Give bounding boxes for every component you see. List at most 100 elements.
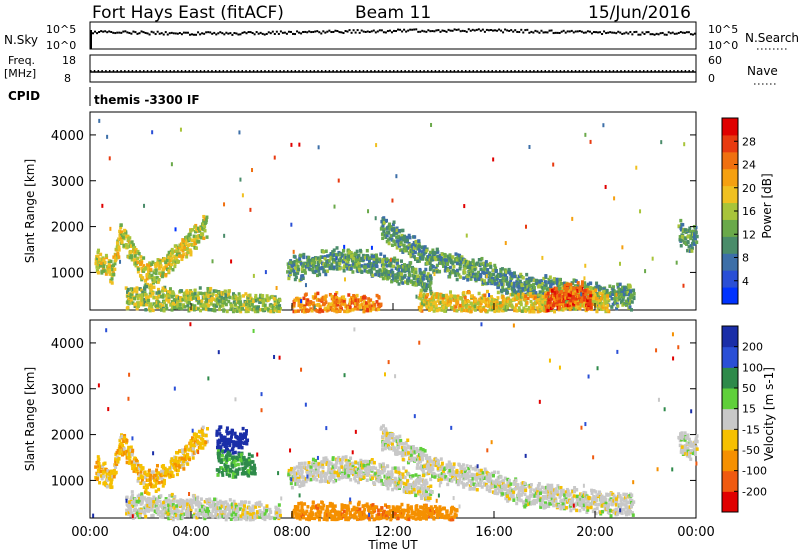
echo-cell — [182, 239, 186, 243]
echo-cell — [407, 275, 411, 280]
noise-cell — [343, 244, 346, 249]
echo-cell — [185, 255, 189, 259]
echo-cell — [209, 302, 213, 306]
nave-point — [400, 70, 403, 72]
echo-cell — [311, 268, 315, 272]
echo-cell — [137, 498, 141, 502]
echo-cell — [169, 254, 173, 258]
echo-cell — [611, 292, 615, 297]
echo-cell — [397, 282, 401, 286]
nave-point — [514, 70, 516, 72]
echo-cell — [146, 496, 150, 501]
echo-cell — [446, 295, 450, 299]
noise-cell — [230, 259, 233, 264]
echo-cell — [390, 237, 394, 242]
echo-cell — [129, 448, 133, 453]
echo-cell — [585, 307, 589, 311]
echo-cell — [109, 480, 113, 485]
echo-cell — [204, 433, 208, 438]
echo-cell — [308, 267, 312, 272]
echo-cell — [377, 296, 381, 300]
echo-cell — [543, 286, 547, 290]
nave-point — [684, 70, 687, 72]
echo-cell — [126, 244, 130, 248]
echo-cell — [681, 222, 685, 227]
echo-cell — [176, 451, 180, 455]
echo-cell — [167, 250, 171, 255]
echo-cell — [392, 259, 396, 263]
nave-point — [199, 70, 202, 72]
echo-cell — [369, 298, 373, 302]
echo-cell — [152, 270, 156, 275]
nsky-point — [100, 30, 103, 33]
echo-cell — [122, 435, 126, 440]
echo-cell — [276, 309, 280, 313]
echo-cell — [202, 214, 206, 219]
echo-cell — [622, 292, 626, 297]
noise-cell — [584, 132, 587, 137]
noise-cell — [275, 285, 278, 290]
echo-cell — [680, 234, 684, 239]
echo-cell — [524, 303, 528, 308]
echo-cell — [129, 298, 133, 303]
echo-cell — [171, 291, 175, 296]
nsky-point — [243, 31, 246, 34]
echo-cell — [612, 297, 616, 301]
echo-cell — [449, 305, 453, 310]
echo-cell — [146, 263, 150, 267]
echo-cell — [158, 515, 162, 519]
noise-cell — [273, 155, 276, 160]
echo-cell — [160, 289, 164, 293]
noise-cell — [335, 256, 338, 261]
echo-cell — [110, 281, 114, 285]
echo-cell — [593, 292, 597, 297]
velocity-echoes — [92, 322, 699, 522]
nsky-point — [160, 32, 163, 35]
echo-cell — [137, 476, 141, 481]
echo-cell — [259, 308, 263, 312]
echo-cell — [299, 262, 303, 266]
echo-cell — [434, 257, 438, 262]
nsky-point — [443, 29, 446, 32]
echo-cell — [429, 291, 433, 296]
echo-cell — [204, 307, 208, 312]
echo-cell — [371, 301, 375, 305]
echo-cell — [453, 269, 457, 274]
echo-cell — [493, 282, 497, 286]
noise-cell — [251, 168, 254, 173]
echo-cell — [470, 302, 474, 306]
echo-cell — [473, 304, 477, 309]
echo-cell — [525, 272, 529, 277]
echo-cell — [168, 466, 172, 470]
echo-cell — [96, 250, 100, 255]
echo-cell — [313, 260, 317, 265]
nsky-point — [229, 32, 232, 35]
echo-cell — [147, 492, 151, 496]
echo-cell — [197, 435, 201, 439]
echo-cell — [496, 282, 500, 287]
nsky-point — [318, 31, 321, 34]
echo-cell — [105, 484, 109, 489]
noise-cell — [488, 293, 491, 298]
echo-cell — [265, 294, 269, 298]
echo-cell — [105, 473, 109, 477]
echo-cell — [114, 459, 118, 463]
nsky-point — [235, 32, 238, 35]
echo-cell — [96, 254, 100, 259]
echo-cell — [632, 292, 636, 296]
echo-cell — [199, 303, 203, 307]
echo-cell — [162, 513, 166, 518]
echo-cell — [165, 298, 169, 302]
echo-cell — [495, 301, 499, 305]
nave-point — [362, 70, 365, 72]
nsky-point — [520, 28, 523, 31]
echo-cell — [586, 300, 590, 304]
nave-point — [563, 70, 565, 72]
echo-cell — [244, 309, 248, 314]
echo-cell — [695, 240, 699, 244]
echo-cell — [192, 438, 196, 442]
nsky-point — [500, 29, 503, 32]
noise-cell — [682, 283, 685, 288]
echo-cell — [157, 487, 161, 492]
